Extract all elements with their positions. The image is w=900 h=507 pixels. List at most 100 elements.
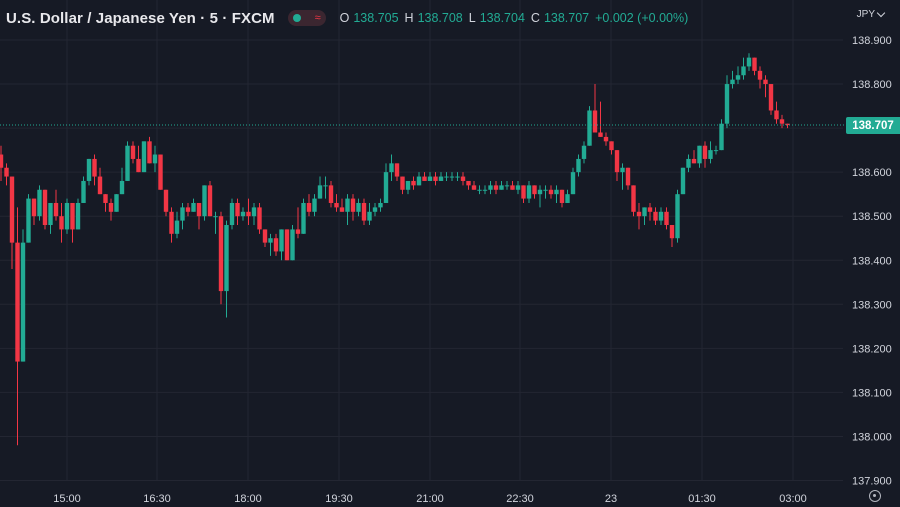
y-tick-label: 138.900 — [852, 35, 892, 47]
candle — [543, 185, 548, 199]
candle — [207, 180, 213, 217]
candle — [26, 194, 31, 243]
candle-body — [323, 185, 328, 187]
candle-body — [570, 172, 576, 195]
candle — [444, 172, 449, 181]
x-tick-label: 16:30 — [143, 493, 171, 505]
open-label: O — [339, 11, 350, 25]
candle — [367, 202, 372, 226]
candle-body — [251, 207, 257, 217]
candle — [394, 163, 400, 181]
candle — [0, 145, 4, 181]
candle — [565, 189, 570, 203]
candle — [416, 172, 422, 186]
symbol-name: U.S. Dollar / Japanese Yen — [6, 9, 196, 27]
candle — [438, 172, 444, 181]
x-tick-label: 18:00 — [234, 493, 262, 505]
candle-body — [697, 145, 702, 164]
candle — [658, 207, 664, 226]
candle-body — [136, 158, 141, 173]
candle — [246, 198, 251, 226]
candle — [603, 132, 609, 146]
candle — [609, 141, 614, 155]
y-tick-label: 138.400 — [852, 255, 892, 267]
candle-body — [130, 145, 136, 159]
candle — [378, 198, 383, 212]
symbol-title[interactable]: U.S. Dollar / Japanese Yen · 5 · FXCM — [6, 10, 275, 27]
candle-body — [86, 158, 92, 181]
candle — [180, 202, 185, 230]
candle — [741, 57, 746, 80]
candle-body — [422, 176, 427, 181]
candle-body — [416, 176, 422, 186]
candle-body — [521, 185, 526, 199]
candle — [295, 207, 301, 239]
candle-body — [180, 207, 185, 221]
last-price-label: 138.707 — [846, 117, 900, 134]
currency-menu[interactable]: JPY — [857, 8, 886, 20]
settings-icon[interactable] — [869, 490, 881, 502]
candle — [713, 145, 719, 155]
candle-body — [471, 185, 477, 190]
candle-body — [367, 211, 372, 221]
candle — [405, 180, 411, 195]
candle — [526, 180, 532, 203]
candle-body — [306, 202, 312, 212]
candle — [9, 176, 15, 270]
candle — [730, 70, 735, 89]
candle-body — [48, 202, 53, 226]
candle-body — [752, 57, 757, 71]
candle-body — [114, 194, 119, 212]
candle-body — [15, 242, 20, 362]
candle — [130, 141, 136, 164]
candle-body — [273, 238, 279, 252]
candle-body — [158, 154, 163, 190]
candle — [587, 106, 592, 146]
candle — [554, 185, 559, 203]
candle-body — [290, 229, 295, 261]
candle — [92, 154, 97, 186]
high-label: H — [404, 11, 414, 25]
candle-body — [455, 176, 460, 178]
candle — [620, 163, 625, 190]
candle — [59, 202, 64, 243]
candle-body — [147, 141, 152, 164]
candle — [240, 207, 246, 221]
candle-body — [460, 176, 466, 181]
interval-label: 5 — [209, 9, 219, 27]
candle — [53, 189, 59, 221]
candle-body — [378, 202, 383, 208]
candle — [493, 180, 499, 195]
candle — [328, 180, 334, 208]
candle-body — [686, 158, 691, 168]
candle-body — [587, 110, 592, 146]
market-status-pill[interactable]: ≈ — [287, 10, 326, 26]
candle-body — [108, 202, 114, 212]
candle — [669, 225, 675, 248]
candle-body — [196, 202, 202, 217]
candle — [504, 180, 510, 190]
candle — [42, 189, 48, 230]
candle-body — [169, 211, 174, 234]
candle-body — [4, 167, 9, 177]
candle-body — [361, 202, 367, 221]
candle-body — [37, 189, 42, 217]
candle — [125, 141, 130, 181]
candle-body — [235, 202, 240, 217]
candle-body — [642, 207, 647, 217]
candle-body — [119, 180, 125, 195]
candle-body — [262, 229, 268, 243]
candle — [581, 141, 587, 164]
candle-body — [317, 185, 323, 199]
candle-body — [691, 158, 697, 164]
candle-body — [400, 176, 405, 190]
candle-body — [312, 198, 317, 212]
candle-body — [658, 211, 664, 221]
candle — [653, 207, 658, 226]
candle — [752, 57, 757, 76]
candle-body — [653, 211, 658, 221]
candle-body — [713, 150, 719, 152]
candle-body — [603, 136, 609, 142]
candle — [675, 189, 680, 243]
